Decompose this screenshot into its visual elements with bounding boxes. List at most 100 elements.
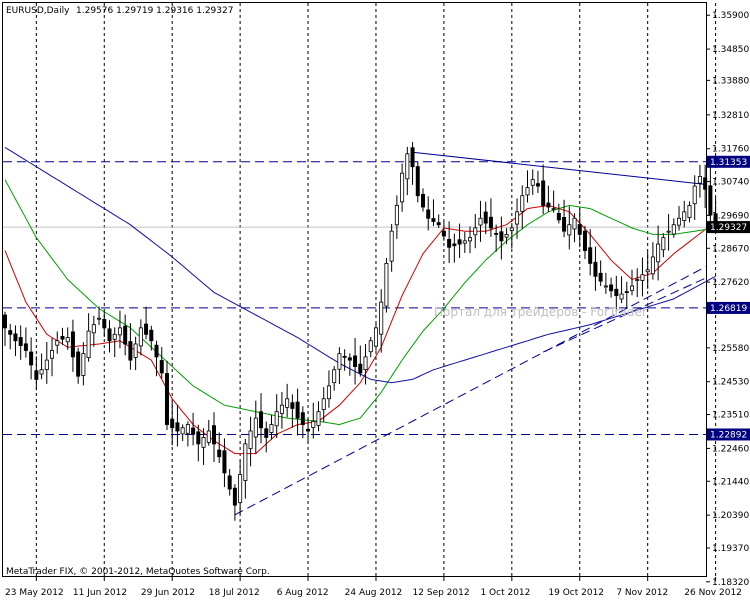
candle-body: [441, 230, 446, 237]
candle-body: [645, 269, 650, 273]
candle-body: [8, 330, 13, 335]
candle-body: [238, 474, 243, 503]
candle-body: [91, 324, 96, 334]
candle-body: [44, 359, 49, 370]
level-price-badge: [707, 155, 750, 168]
candle-body: [332, 369, 337, 384]
time-tick-label: 23 May 2012: [5, 588, 64, 598]
candle-body: [462, 240, 467, 244]
candle-body: [400, 172, 405, 203]
chart-ohlc-values: 1.29576 1.29719 1.29316 1.29327: [76, 6, 233, 16]
candle-body: [217, 449, 222, 458]
price-tick-label: 1.18320: [712, 578, 749, 588]
candle-body: [661, 237, 666, 251]
level-price-label: 1.26819: [710, 304, 747, 314]
candle-body: [65, 337, 70, 343]
price-tick-label: 1.30740: [712, 178, 749, 188]
candle-body: [55, 340, 60, 346]
candle-body: [175, 422, 180, 432]
candle-body: [133, 343, 138, 358]
candle-body: [687, 204, 692, 218]
candle-body: [107, 328, 112, 342]
candle-body: [551, 208, 556, 211]
level-layer: [3, 161, 706, 435]
level-price-badge: [707, 301, 750, 314]
candle-body: [630, 285, 635, 291]
candle-body: [640, 274, 645, 281]
time-tick-label: 24 Aug 2012: [345, 588, 403, 598]
candle-body: [206, 430, 211, 443]
candle-body: [577, 224, 582, 235]
candle-body: [656, 243, 661, 263]
candle-body: [520, 195, 525, 212]
candle-body: [306, 428, 311, 432]
candle-body: [353, 355, 358, 367]
price-axis: 1.35900 1.34850 1.33880 1.32810 1.31760 1.307…: [706, 11, 749, 588]
candle-body: [619, 293, 624, 300]
candle-body: [541, 180, 546, 206]
candle-body: [170, 418, 175, 429]
candle-body: [452, 243, 457, 247]
candle-body: [426, 209, 431, 219]
candle-body: [488, 216, 493, 229]
candle-body: [248, 430, 253, 450]
candle-body: [556, 212, 561, 221]
price-tick-label: 1.33880: [712, 76, 749, 86]
time-tick-label: 7 Nov 2012: [616, 588, 668, 598]
candle-body: [415, 166, 420, 197]
candle-body: [123, 325, 128, 345]
candle-body: [112, 333, 117, 340]
candle-body: [499, 231, 504, 242]
price-tick-label: 1.21440: [712, 477, 749, 487]
candle-body: [243, 443, 248, 481]
candle-body: [593, 261, 598, 277]
candle-body: [232, 487, 237, 506]
candle-body: [572, 217, 577, 230]
price-tick-label: 1.22460: [712, 444, 749, 454]
candle-body: [509, 227, 514, 231]
candle-body: [201, 437, 206, 448]
time-tick-label: 19 Oct 2012: [548, 588, 604, 598]
candle-body: [609, 284, 614, 292]
candle-body: [97, 317, 102, 320]
level-price-badge: [707, 428, 750, 441]
candle-body: [34, 370, 39, 380]
trend-line: [412, 151, 707, 185]
price-tick-label: 1.27620: [712, 278, 749, 288]
price-tick-label: 1.25580: [712, 344, 749, 354]
candle-body: [86, 330, 91, 359]
candle-body: [671, 224, 676, 235]
candle-body: [468, 237, 473, 242]
candle-body: [23, 343, 28, 351]
candle-body: [473, 227, 478, 236]
candle-body: [504, 234, 509, 238]
candle-body: [149, 329, 154, 342]
candle-body: [567, 224, 572, 236]
candle-body: [598, 272, 603, 282]
plot-frame: [2, 2, 707, 577]
candle-body: [300, 412, 305, 425]
candle-body: [70, 331, 75, 358]
candle-layer: [3, 142, 718, 521]
candle-body: [394, 204, 399, 226]
candle-body: [666, 230, 671, 233]
candle-body: [264, 428, 269, 438]
candle-body: [389, 230, 394, 262]
candle-body: [227, 475, 232, 490]
candle-body: [546, 202, 551, 208]
candle-body: [285, 398, 290, 408]
candle-body: [373, 327, 378, 347]
candle-body: [457, 239, 462, 245]
price-tick-label: 1.34850: [712, 45, 749, 55]
candle-body: [614, 288, 619, 297]
candle-body: [81, 353, 86, 376]
candle-body: [588, 247, 593, 264]
candle-body: [222, 450, 227, 474]
candle-body: [405, 153, 410, 180]
candle-body: [29, 351, 34, 366]
candle-body: [290, 402, 295, 409]
candle-body: [379, 301, 384, 335]
candle-body: [326, 385, 331, 400]
candle-body: [478, 217, 483, 226]
